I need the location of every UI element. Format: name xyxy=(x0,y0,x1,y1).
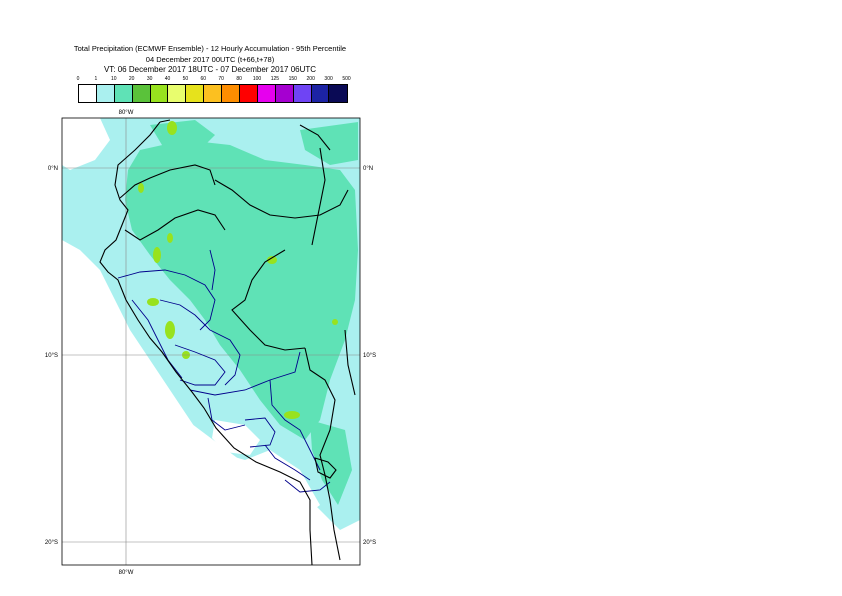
legend-swatch xyxy=(79,85,97,102)
map-run-date: 04 December 2017 00UTC (t+66,t+78) xyxy=(145,55,275,64)
legend-swatch xyxy=(132,85,151,102)
admin-boundary-8 xyxy=(264,444,311,481)
heavy-precip-cell-10 xyxy=(167,233,173,243)
heavy-precip-cell-8 xyxy=(284,411,300,419)
legend-tick-label: 50 xyxy=(182,76,189,82)
legend-tick-label: 300 xyxy=(324,76,333,82)
heavy-precip-cell-3 xyxy=(153,247,161,263)
color-scale-legend xyxy=(78,84,349,103)
no-precip-area-coast xyxy=(62,240,320,520)
border-peru-brazil-colombia xyxy=(214,179,349,219)
admin-boundary-11 xyxy=(209,249,216,291)
border-peru-brazil xyxy=(231,249,306,351)
admin-boundary-1 xyxy=(117,269,216,331)
legend-tick-label: 20 xyxy=(128,76,135,82)
admin-boundary-7 xyxy=(269,379,321,471)
country-borders xyxy=(99,119,356,566)
border-colombia-ecuador xyxy=(119,164,216,199)
lat-label-right-20s: 20°S xyxy=(363,540,376,546)
admin-boundary-6 xyxy=(244,417,276,448)
heavy-precip-cell-7 xyxy=(267,256,277,264)
legend-tick-label: 30 xyxy=(146,76,153,82)
legend-swatch xyxy=(293,85,312,102)
admin-boundary-2 xyxy=(159,299,241,386)
admin-boundary-4 xyxy=(189,351,301,396)
coastline xyxy=(99,121,313,566)
no-precip-patch-2 xyxy=(62,118,110,170)
legend-tick-label: 80 xyxy=(236,76,242,82)
lat-label-left-10s: 10°S xyxy=(45,353,58,359)
lat-label-left-0n: 0°N xyxy=(48,166,58,172)
heavy-precip-cell-5 xyxy=(165,321,175,339)
legend-tick-label: 500 xyxy=(342,76,351,82)
legend-swatch xyxy=(114,85,133,102)
legend-swatch xyxy=(168,85,187,102)
legend-tick-label: 40 xyxy=(164,76,171,82)
legend-tick-label: 200 xyxy=(306,76,315,82)
map-title: Total Precipitation (ECMWF Ensemble) - 1… xyxy=(73,44,347,53)
legend-tick-label: 60 xyxy=(200,76,207,82)
legend-tick-label: 100 xyxy=(252,76,262,82)
heavy-precip-cell-2 xyxy=(138,183,144,193)
border-ecuador-peru xyxy=(124,209,226,241)
lake-titicaca xyxy=(314,457,337,479)
heavy-precip-cell-4 xyxy=(147,298,159,306)
legend-swatch xyxy=(96,85,115,102)
admin-boundary-5 xyxy=(207,397,246,431)
department-boundaries xyxy=(117,249,331,493)
legend-swatch xyxy=(222,85,241,102)
border-bolivia-brazil xyxy=(344,329,356,396)
admin-boundary-10 xyxy=(131,299,183,379)
heavy-precip-cell-1 xyxy=(167,121,177,135)
legend-tick-label: 1 xyxy=(94,76,98,82)
border-north-colombia xyxy=(159,119,331,151)
legend-swatch xyxy=(204,85,223,102)
lon-label-top: 80°W xyxy=(119,110,134,116)
border-colombia-brazil xyxy=(311,147,326,246)
admin-boundary-9 xyxy=(284,479,331,493)
legend-swatch xyxy=(257,85,276,102)
precipitation-shading xyxy=(62,118,360,565)
medium-precip-north xyxy=(150,120,215,150)
legend-swatch xyxy=(311,85,330,102)
legend-swatch xyxy=(329,85,348,102)
legend-tick-label: 150 xyxy=(288,76,297,82)
border-peru-bolivia xyxy=(304,347,341,561)
legend-tick-label: 0 xyxy=(76,76,80,82)
heavy-precip-cell-9 xyxy=(332,319,338,325)
legend-swatch xyxy=(186,85,205,102)
map-frame xyxy=(61,117,361,566)
legend-swatch xyxy=(275,85,294,102)
lat-label-left-20s: 20°S xyxy=(45,540,58,546)
legend-tick-label: 10 xyxy=(111,76,117,82)
admin-boundary-3 xyxy=(174,344,226,386)
legend-swatch xyxy=(150,85,169,102)
map-valid-time: VT: 06 December 2017 18UTC - 07 December… xyxy=(103,65,317,74)
medium-precip-southeast xyxy=(310,420,352,505)
lat-label-right-10s: 10°S xyxy=(363,353,376,359)
lon-label-bottom: 80°W xyxy=(119,570,134,576)
legend-swatch xyxy=(240,85,258,102)
legend-tick-label: 70 xyxy=(218,76,224,82)
legend-tick-label: 125 xyxy=(270,76,280,82)
lat-label-right-0n: 0°N xyxy=(363,166,373,172)
